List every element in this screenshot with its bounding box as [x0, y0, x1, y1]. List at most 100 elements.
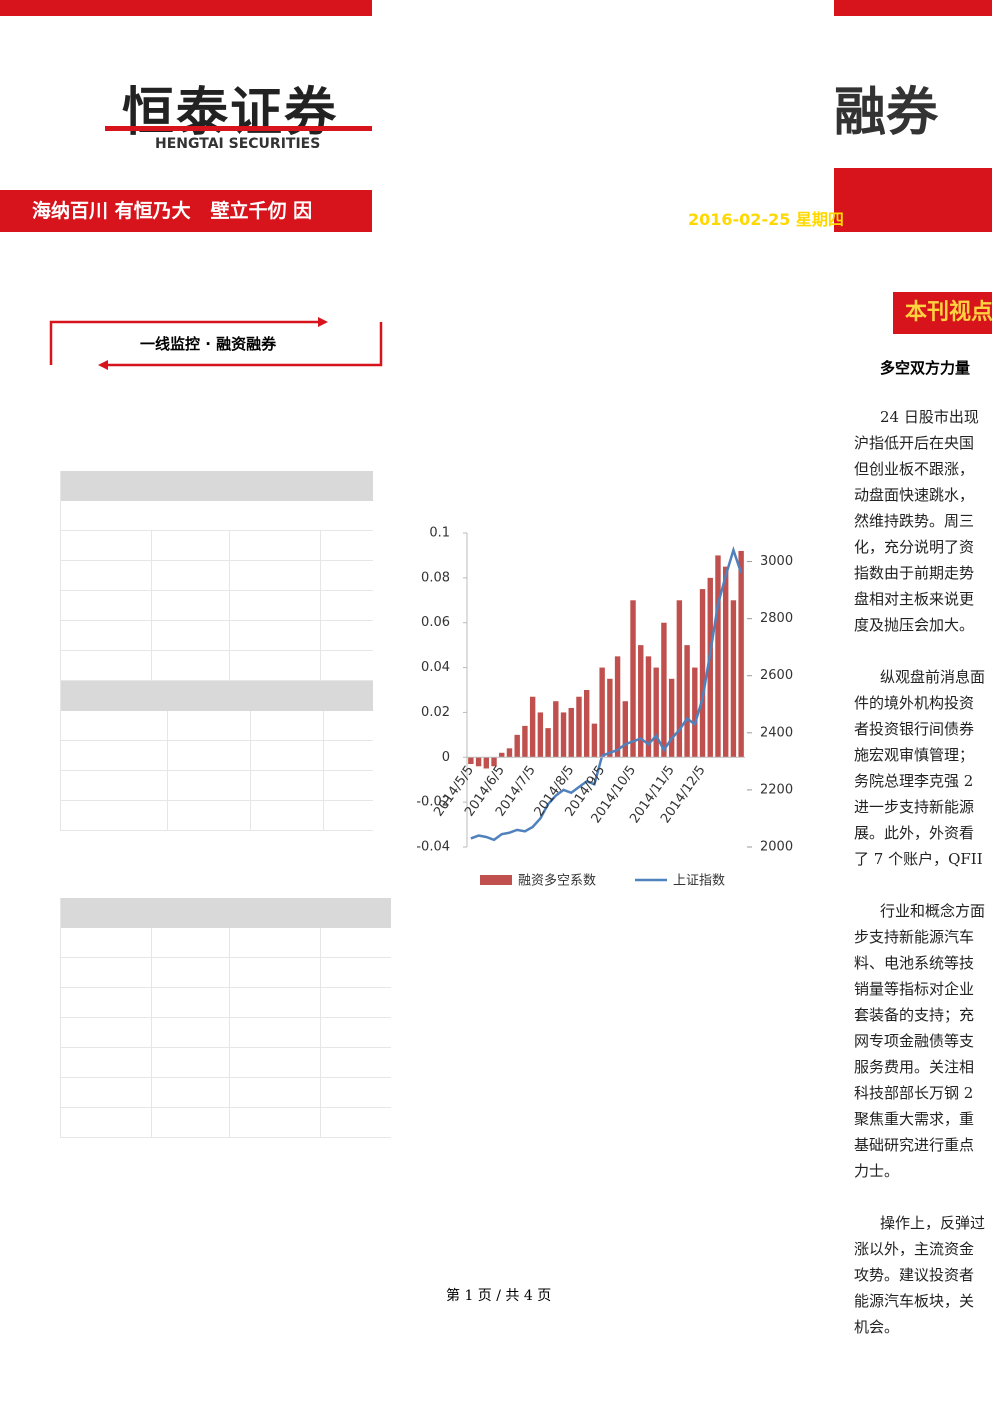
text-line: 务院总理李克强 2 — [854, 772, 974, 790]
text-line: 但创业板不跟涨， — [854, 460, 975, 478]
bar — [522, 725, 528, 758]
text-line: 销量等指标对企业 — [854, 980, 975, 998]
logo-right: 融券 — [834, 83, 939, 143]
slogan: 海纳百川 有恒乃大 壁立千仞 因 — [0, 190, 372, 232]
text-line: 沪指低开后在央国 — [854, 434, 975, 452]
bar — [692, 667, 698, 758]
bar — [576, 696, 582, 758]
text-line: 进一步支持新能源 — [854, 798, 975, 816]
text-line: 盘相对主板来说更 — [854, 590, 975, 608]
y2-tick-label: 2400 — [760, 725, 793, 740]
bar — [638, 645, 644, 758]
y2-tick-label: 3000 — [760, 554, 793, 569]
text-line: 机会。 — [854, 1318, 900, 1336]
paragraph: 操作上，反弹过涨以外，主流资金 攻势。建议投资者 能源汽车板块，关 机会。 — [854, 1212, 992, 1342]
legend-label: 上证指数 — [673, 874, 725, 889]
bar — [506, 748, 513, 758]
y2-tick-label: 2200 — [760, 782, 793, 797]
paragraph: 行业和概念方面 步支持新能源汽车 料、电池系统等技 销量等指标对企业 套装备的支持；充网… — [854, 900, 992, 1186]
bar — [491, 757, 497, 767]
bar — [529, 696, 536, 758]
text-line: 聚焦重大需求，重 — [854, 1110, 975, 1128]
header-band — [834, 0, 992, 16]
y-tick-label: -0.04 — [416, 840, 450, 855]
text-line: 了 7 个账户，QFII — [854, 850, 983, 868]
text-line: 24 日股市出现 — [880, 408, 979, 426]
bar — [699, 589, 706, 758]
bar — [568, 707, 574, 758]
text-line: 者投资银行间债券 — [854, 720, 975, 738]
text-line: 基础研究进行重点 — [854, 1136, 975, 1154]
text-line: 涨以外，主流资金 — [854, 1240, 975, 1258]
text-line: 科技部部长万钢 2 — [854, 1084, 974, 1102]
date: 2016-02-25 星期四 — [688, 210, 844, 229]
bar — [622, 701, 629, 758]
legend-label: 融资多空系数 — [518, 873, 596, 889]
paragraph: 纵观盘前消息面件的境外机构投资 者投资银行间债券 施宏观审慎管理； 务院总理李克强 2… — [854, 666, 992, 874]
header-band — [834, 168, 992, 232]
legend-swatch — [480, 875, 512, 885]
bar — [583, 690, 590, 758]
bar — [514, 734, 520, 758]
text-line: 度及抛压会加大。 — [854, 616, 975, 634]
bar — [553, 701, 559, 758]
text-line: 操作上，反弹过 — [880, 1214, 986, 1232]
text-line: 行业和概念方面 — [880, 902, 986, 920]
bar — [707, 577, 713, 758]
text-line: 攻势。建议投资者 — [854, 1266, 975, 1284]
bar — [645, 656, 652, 758]
y-tick-label: 0.04 — [421, 660, 450, 675]
logo-en: HENGTAI SECURITIES — [155, 136, 321, 152]
bar — [468, 757, 474, 765]
chart: -0.04 -0.02 0 0.02 0.04 0.06 0.08 0.1 2000 2200 24… — [416, 526, 793, 889]
y-tick-label: 0.06 — [421, 615, 450, 630]
text-line: 网专项金融债等支 — [854, 1032, 975, 1050]
bar — [715, 555, 721, 758]
bar — [730, 600, 737, 758]
text-line: 能源汽车板块，关 — [854, 1292, 975, 1310]
text-line: 动盘面快速跳水， — [854, 486, 975, 504]
bar — [738, 550, 744, 758]
text-line: 指数由于前期走势 — [854, 564, 975, 582]
bar — [537, 712, 544, 758]
y-tick-label: 0 — [442, 750, 450, 765]
text-line: 步支持新能源汽车 — [854, 928, 975, 946]
table — [60, 471, 373, 831]
bar — [676, 600, 683, 758]
bar — [661, 622, 667, 758]
y-tick-label: 0.1 — [429, 526, 450, 541]
sidebar-body: 24 日股市出现沪指低开后在央国 但创业板不跟涨， 动盘面快速跳水， 然维持跌势。周三… — [854, 406, 992, 1368]
bar — [545, 728, 551, 758]
text-line: 服务费用。关注相 — [854, 1058, 975, 1076]
bar — [483, 757, 490, 769]
section-frame — [49, 317, 383, 370]
bar — [607, 678, 613, 758]
y-tick-label: 0.08 — [421, 570, 450, 585]
logo-cn: 恒泰证券 — [122, 83, 339, 143]
bar — [599, 667, 605, 758]
y2-tick-label: 2000 — [760, 840, 793, 855]
text-line: 件的境外机构投资 — [854, 694, 975, 712]
bar — [684, 645, 690, 758]
text-line: 化，充分说明了资 — [854, 538, 975, 556]
text-line: 展。此外，外资看 — [854, 824, 975, 842]
bar — [591, 723, 598, 758]
bar — [668, 678, 675, 758]
text-line: 纵观盘前消息面 — [880, 668, 986, 686]
bar — [653, 667, 659, 758]
y2-tick-label: 2800 — [760, 611, 793, 626]
bar — [475, 757, 482, 767]
paragraph: 24 日股市出现沪指低开后在央国 但创业板不跟涨， 动盘面快速跳水， 然维持跌势。周三… — [854, 406, 992, 640]
header-band — [0, 0, 372, 16]
text-line: 然维持跌势。周三 — [854, 512, 975, 530]
text-line: 套装备的支持；充 — [854, 1006, 975, 1024]
text-line: 施宏观审慎管理； — [854, 746, 975, 764]
logo-rule — [105, 126, 372, 131]
section-title: 一线监控 · 融资融券 — [140, 335, 277, 353]
bar — [722, 566, 729, 758]
y-tick-label: 0.02 — [421, 705, 450, 720]
bar — [560, 712, 567, 758]
bar — [499, 752, 505, 758]
y-tick-label: -0.02 — [416, 795, 450, 810]
